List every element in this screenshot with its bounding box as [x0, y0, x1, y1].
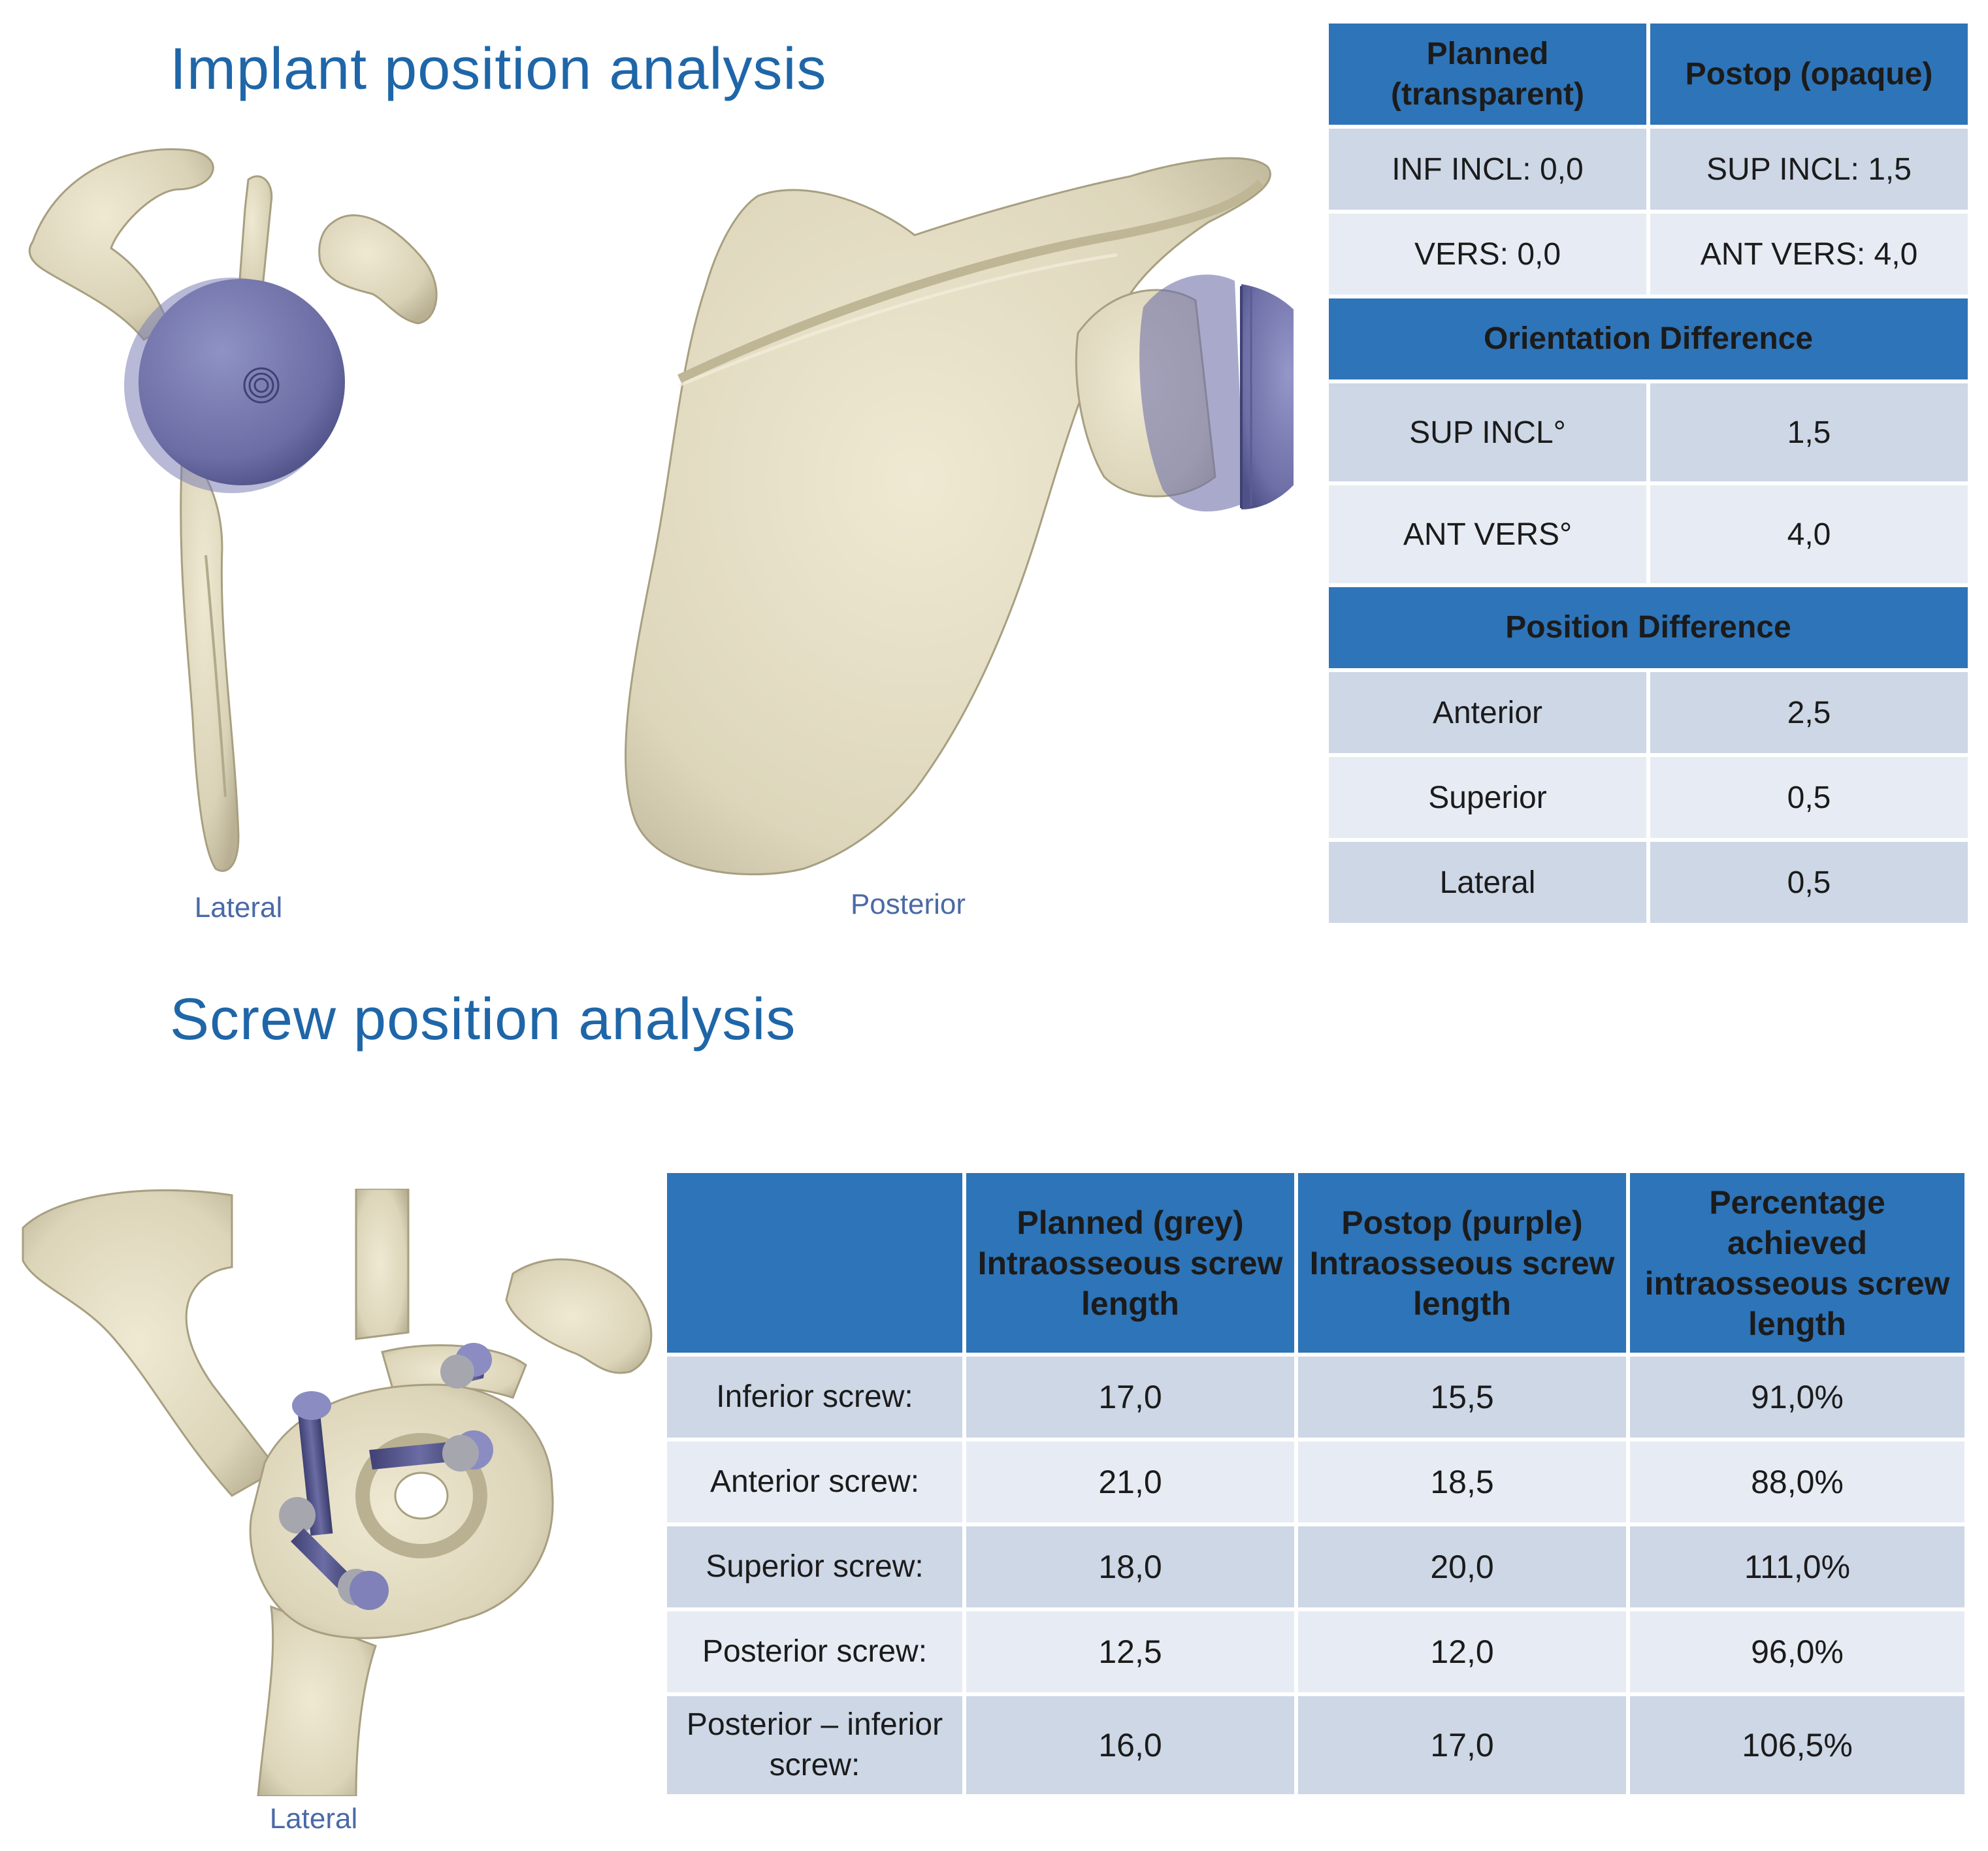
screw-table-row: Superior screw: 18,0 20,0 111,0% — [667, 1526, 1964, 1607]
planned-length: 12,5 — [1098, 1634, 1162, 1670]
posterior-view-caption: Posterior — [850, 888, 966, 920]
percentage-achieved: 111,0% — [1744, 1549, 1851, 1585]
position-row: Superior 0,5 — [1329, 757, 1968, 838]
implant-section-title: Implant position analysis — [170, 37, 827, 102]
position-label: Lateral — [1439, 865, 1536, 900]
screw-label: Posterior screw: — [702, 1634, 928, 1669]
orientation-row: ANT VERS° 4,0 — [1329, 485, 1968, 583]
orientation-row: SUP INCL° 1,5 — [1329, 383, 1968, 481]
planned-grey-header: Planned (grey) Intraosseous screw length — [966, 1173, 1294, 1353]
implant-table-row: INF INCL: 0,0 SUP INCL: 1,5 — [1329, 129, 1968, 210]
screw-position-table: Planned (grey) Intraosseous screw length… — [663, 1169, 1968, 1798]
orientation-difference-heading: Orientation Difference — [1329, 298, 1968, 379]
percentage-achieved: 106,5% — [1742, 1727, 1853, 1763]
postop-length: 15,5 — [1430, 1379, 1494, 1415]
screw-lateral-caption: Lateral — [269, 1803, 358, 1835]
screw-table-row: Posterior screw: 12,5 12,0 96,0% — [667, 1611, 1964, 1692]
postop-length: 20,0 — [1430, 1549, 1494, 1585]
orientation-difference-row: Orientation Difference — [1329, 298, 1968, 379]
screw-label: Posterior – inferior screw: — [686, 1707, 943, 1782]
implant-table-header-row: Planned (transparent) Postop (opaque) — [1329, 24, 1968, 125]
implant-position-table: Planned (transparent) Postop (opaque) IN… — [1325, 20, 1972, 927]
screw-table-row: Anterior screw: 21,0 18,5 88,0% — [667, 1441, 1964, 1522]
postop-opaque-header: Postop (opaque) — [1650, 24, 1968, 125]
position-value: 2,5 — [1787, 695, 1831, 730]
screw-label: Inferior screw: — [716, 1379, 913, 1414]
percentage-achieved: 91,0% — [1751, 1379, 1844, 1415]
postop-length: 17,0 — [1430, 1727, 1494, 1763]
screw-table-row: Posterior – inferior screw: 16,0 17,0 10… — [667, 1696, 1964, 1794]
screw-lateral-image — [16, 1189, 663, 1796]
percentage-achieved: 88,0% — [1751, 1464, 1844, 1500]
screw-table-row: Inferior screw: 17,0 15,5 91,0% — [667, 1357, 1964, 1438]
posterior-scapula-image — [608, 137, 1294, 888]
postop-version-cell: ANT VERS: 4,0 — [1700, 236, 1918, 272]
screw-label-header — [667, 1173, 962, 1353]
planned-length: 17,0 — [1098, 1379, 1162, 1415]
screw-table-header-row: Planned (grey) Intraosseous screw length… — [667, 1173, 1964, 1353]
screw-section-title: Screw position analysis — [170, 987, 796, 1052]
position-row: Lateral 0,5 — [1329, 842, 1968, 923]
position-label: Anterior — [1432, 695, 1543, 730]
orientation-value: 1,5 — [1787, 415, 1831, 450]
lateral-scapula-image — [20, 131, 451, 901]
position-value: 0,5 — [1787, 865, 1831, 900]
position-label: Superior — [1428, 780, 1547, 815]
postop-purple-header: Postop (purple) Intraosseous screw lengt… — [1298, 1173, 1626, 1353]
implant-table-row: VERS: 0,0 ANT VERS: 4,0 — [1329, 214, 1968, 295]
postop-length: 18,5 — [1430, 1464, 1494, 1500]
orientation-label: ANT VERS° — [1403, 517, 1572, 552]
orientation-label: SUP INCL° — [1409, 415, 1566, 450]
planned-length: 16,0 — [1098, 1727, 1162, 1763]
planned-version-cell: VERS: 0,0 — [1414, 236, 1561, 272]
position-row: Anterior 2,5 — [1329, 672, 1968, 753]
planned-transparent-header: Planned (transparent) — [1329, 24, 1646, 125]
planned-length: 18,0 — [1098, 1549, 1162, 1585]
screw-label: Anterior screw: — [709, 1464, 920, 1499]
position-value: 0,5 — [1787, 780, 1831, 815]
position-difference-heading: Position Difference — [1329, 587, 1968, 668]
planned-inclination-cell: INF INCL: 0,0 — [1392, 152, 1584, 187]
postop-length: 12,0 — [1430, 1634, 1494, 1670]
lateral-view-caption: Lateral — [194, 892, 283, 924]
percentage-achieved: 96,0% — [1751, 1634, 1844, 1670]
position-difference-row: Position Difference — [1329, 587, 1968, 668]
percentage-achieved-header: Percentage achieved intraosseous screw l… — [1630, 1173, 1964, 1353]
orientation-value: 4,0 — [1787, 517, 1831, 552]
planned-length: 21,0 — [1098, 1464, 1162, 1500]
screw-label: Superior screw: — [706, 1549, 924, 1584]
postop-inclination-cell: SUP INCL: 1,5 — [1706, 152, 1912, 187]
